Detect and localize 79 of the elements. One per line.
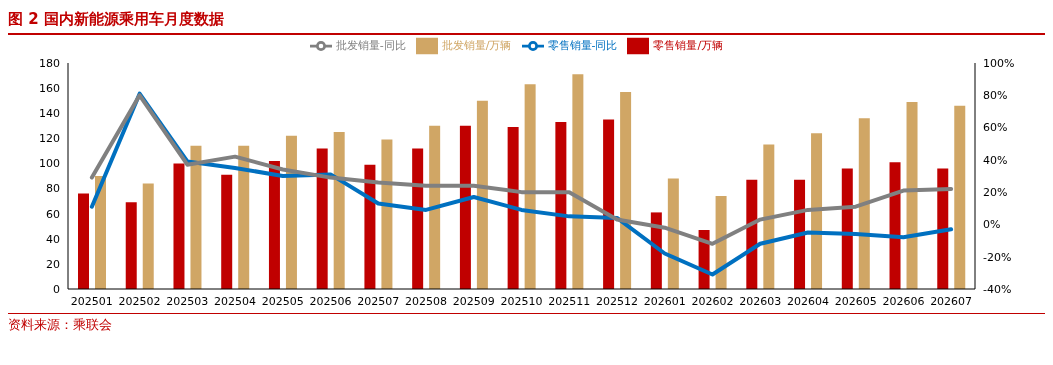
x-tick-label: 202603 <box>739 294 782 308</box>
x-tick-label: 202507 <box>357 294 400 308</box>
x-tick-label: 202506 <box>309 294 352 308</box>
x-tick-label: 202602 <box>691 294 734 308</box>
bar <box>190 145 202 289</box>
bar <box>555 122 567 289</box>
y2-tick-label: -40% <box>983 282 1012 296</box>
bar <box>268 160 280 289</box>
bar <box>620 91 632 289</box>
bar <box>794 179 806 289</box>
y2-tick-label: 100% <box>983 56 1015 70</box>
bar <box>333 132 345 289</box>
bar <box>125 202 137 289</box>
x-tick-label: 202505 <box>261 294 304 308</box>
bar <box>476 100 488 289</box>
legend-label: 批发销量-同比 <box>335 39 406 52</box>
x-tick-label: 202512 <box>595 294 638 308</box>
legend-label: 批发销量/万辆 <box>441 39 512 52</box>
bar <box>459 125 471 289</box>
y2-tick-label: 80% <box>983 89 1008 103</box>
bar <box>412 148 424 289</box>
bar <box>667 178 679 289</box>
x-tick-label: 202502 <box>118 294 161 308</box>
bar <box>906 101 918 289</box>
x-tick-label: 202604 <box>786 294 829 308</box>
x-tick-label: 202508 <box>405 294 448 308</box>
y2-tick-label: -20% <box>983 250 1012 264</box>
x-tick-label: 202605 <box>834 294 877 308</box>
x-tick-label: 202606 <box>882 294 925 308</box>
x-tick-label: 202510 <box>500 294 543 308</box>
bar <box>572 74 584 289</box>
bar <box>507 127 519 289</box>
bar <box>381 139 393 289</box>
bar <box>142 183 154 289</box>
bar <box>173 163 185 289</box>
bar <box>221 174 233 289</box>
text: 资料来源：乘联会 <box>8 316 113 334</box>
x-tick-label: 202504 <box>214 294 257 308</box>
bar <box>429 125 441 289</box>
y-tick-label: 120 <box>39 132 60 146</box>
bar <box>937 168 949 289</box>
y-tick-label: 180 <box>39 56 60 70</box>
y-tick-label: 40 <box>46 232 60 246</box>
bar <box>811 133 823 289</box>
bar <box>841 168 853 289</box>
y2-tick-label: 40% <box>983 153 1008 167</box>
x-tick-label: 202509 <box>452 294 495 308</box>
y-tick-label: 160 <box>39 82 60 96</box>
legend-label: 零售销量-同比 <box>547 39 618 52</box>
line-series <box>89 93 954 246</box>
bar <box>858 118 870 289</box>
bar <box>364 164 376 289</box>
bar <box>285 135 297 289</box>
y-tick-label: 60 <box>46 207 60 221</box>
bar <box>603 119 615 289</box>
y-tick-label: 80 <box>46 182 60 196</box>
y2-tick-label: 60% <box>983 121 1008 135</box>
legend-label: 零售销量/万辆 <box>653 39 724 52</box>
y-tick-label: 0 <box>53 282 60 296</box>
bar <box>78 193 89 289</box>
x-tick-label: 202601 <box>643 294 686 308</box>
bar <box>954 105 966 289</box>
x-tick-label: 202607 <box>930 294 973 308</box>
bar <box>238 145 250 289</box>
x-tick-label: 202501 <box>70 294 113 308</box>
bar <box>889 162 901 289</box>
y-tick-label: 100 <box>39 157 60 171</box>
bar <box>95 176 106 289</box>
y-tick-label: 140 <box>39 107 60 121</box>
y2-tick-label: 0% <box>983 218 1001 232</box>
y2-tick-label: 20% <box>983 186 1008 200</box>
x-tick-label: 202503 <box>166 294 209 308</box>
bar <box>316 148 328 289</box>
x-tick-label: 202511 <box>548 294 591 308</box>
y-tick-label: 20 <box>46 257 60 271</box>
bar <box>746 179 758 289</box>
bar <box>763 144 775 289</box>
bar <box>524 84 536 289</box>
chart-title: 图 2 国内新能源乘用车月度数据 <box>8 9 225 30</box>
